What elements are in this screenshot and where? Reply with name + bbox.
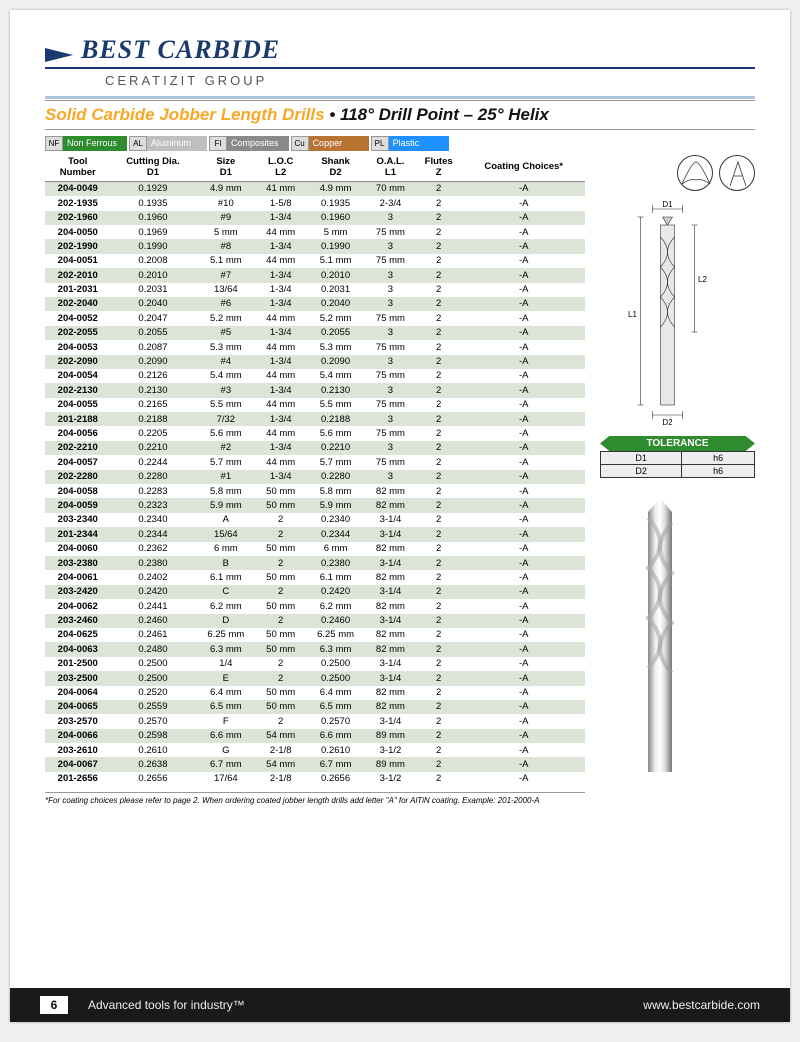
table-row: 204-00610.24026.1 mm50 mm6.1 mm82 mm2-A — [45, 570, 585, 584]
logo-bar: BEST CARBIDE — [45, 35, 755, 69]
table-row: 204-00550.21655.5 mm44 mm5.5 mm75 mm2-A — [45, 398, 585, 412]
table-row: 204-00660.25986.6 mm54 mm6.6 mm89 mm2-A — [45, 729, 585, 743]
table-row: 204-00580.22835.8 mm50 mm5.8 mm82 mm2-A — [45, 484, 585, 498]
table-row: 202-20100.2010#71-3/40.201032-A — [45, 268, 585, 282]
table-row: 201-26560.265617/642-1/80.26563-1/22-A — [45, 772, 585, 786]
table-row: 201-21880.21887/321-3/40.218832-A — [45, 412, 585, 426]
table-row: 203-23400.2340A20.23403-1/42-A — [45, 513, 585, 527]
table-row: 202-19600.1960#91-3/40.196032-A — [45, 211, 585, 225]
svg-text:D2: D2 — [662, 418, 673, 427]
table-row: 202-21300.2130#31-3/40.213032-A — [45, 383, 585, 397]
footnote: *For coating choices please refer to pag… — [45, 792, 585, 805]
drill-tip-icons — [600, 155, 755, 191]
table-row: 203-24600.2460D20.24603-1/42-A — [45, 614, 585, 628]
table-row: 203-25000.2500E20.25003-1/42-A — [45, 671, 585, 685]
table-row: 202-20400.2040#61-3/40.204032-A — [45, 297, 585, 311]
table-row: 202-20900.2090#41-3/40.209032-A — [45, 355, 585, 369]
table-row: 204-00590.23235.9 mm50 mm5.9 mm82 mm2-A — [45, 498, 585, 512]
table-row: 203-24200.2420C20.24203-1/42-A — [45, 585, 585, 599]
page-number: 6 — [40, 996, 68, 1014]
material-legend: NFNon FerrousALAluminumFICompositesCuCop… — [45, 136, 755, 151]
table-row: 202-22100.2210#21-3/40.221032-A — [45, 441, 585, 455]
table-row: 204-00540.21265.4 mm44 mm5.4 mm75 mm2-A — [45, 369, 585, 383]
table-row: 204-00630.24806.3 mm50 mm6.3 mm82 mm2-A — [45, 642, 585, 656]
column-header: ToolNumber — [45, 155, 110, 181]
tolerance-header: TOLERANCE — [600, 436, 755, 451]
brand-name: BEST CARBIDE — [81, 35, 280, 65]
product-title: Solid Carbide Jobber Length Drills • 118… — [45, 100, 755, 130]
table-row: 204-00510.20085.1 mm44 mm5.1 mm75 mm2-A — [45, 254, 585, 268]
column-header: ShankD2 — [305, 155, 366, 181]
drill-photo — [600, 498, 720, 778]
table-row: 204-00620.24416.2 mm50 mm6.2 mm82 mm2-A — [45, 599, 585, 613]
table-row: 202-19350.1935#101-5/80.19352-3/42-A — [45, 196, 585, 210]
column-header: SizeD1 — [195, 155, 256, 181]
column-header: Coating Choices* — [462, 155, 585, 181]
material-badge: NFNon Ferrous — [45, 136, 127, 151]
column-header: Cutting Dia.D1 — [110, 155, 195, 181]
column-header: O.A.L.L1 — [366, 155, 415, 181]
dimension-diagram: D1 L1 L2 D2 — [600, 197, 755, 427]
svg-text:D1: D1 — [662, 200, 673, 209]
table-row: 202-19900.1990#81-3/40.199032-A — [45, 239, 585, 253]
column-header: L.O.CL2 — [256, 155, 305, 181]
material-badge: PLPlastic — [371, 136, 449, 151]
table-row: 204-00500.19695 mm44 mm5 mm75 mm2-A — [45, 225, 585, 239]
table-row: 201-25000.25001/420.25003-1/42-A — [45, 657, 585, 671]
logo-icon — [45, 48, 73, 62]
table-row: 204-00640.25206.4 mm50 mm6.4 mm82 mm2-A — [45, 686, 585, 700]
table-row: 202-22800.2280#11-3/40.228032-A — [45, 470, 585, 484]
table-row: 201-23440.234415/6420.23443-1/42-A — [45, 527, 585, 541]
footer-url: www.bestcarbide.com — [643, 998, 760, 1012]
material-badge: CuCopper — [291, 136, 369, 151]
table-row: 204-00520.20475.2 mm44 mm5.2 mm75 mm2-A — [45, 311, 585, 325]
table-row: 204-00560.22055.6 mm44 mm5.6 mm75 mm2-A — [45, 426, 585, 440]
material-badge: FIComposites — [209, 136, 289, 151]
table-row: 203-25700.2570F20.25703-1/42-A — [45, 714, 585, 728]
table-row: 202-20550.2055#51-3/40.205532-A — [45, 326, 585, 340]
table-row: 204-00600.23626 mm50 mm6 mm82 mm2-A — [45, 542, 585, 556]
svg-text:L2: L2 — [698, 275, 707, 284]
footer-tagline: Advanced tools for industry™ — [88, 998, 245, 1012]
table-row: 204-06250.24616.25 mm50 mm6.25 mm82 mm2-… — [45, 628, 585, 642]
material-badge: ALAluminum — [129, 136, 207, 151]
brand-group: CERATIZIT GROUP — [105, 73, 755, 88]
tolerance-table: D1h6D2h6 — [600, 451, 755, 478]
page-footer: 6 Advanced tools for industry™ www.bestc… — [10, 988, 790, 1022]
svg-text:L1: L1 — [628, 310, 637, 319]
table-row: 203-26100.2610G2-1/80.26103-1/22-A — [45, 743, 585, 757]
table-row: 204-00570.22445.7 mm44 mm5.7 mm75 mm2-A — [45, 455, 585, 469]
table-row: 203-23800.2380B20.23803-1/42-A — [45, 556, 585, 570]
table-row: 204-00490.19294.9 mm41 mm4.9 mm70 mm2-A — [45, 181, 585, 196]
table-row: 204-00530.20875.3 mm44 mm5.3 mm75 mm2-A — [45, 340, 585, 354]
table-row: 204-00670.26386.7 mm54 mm6.7 mm89 mm2-A — [45, 757, 585, 771]
column-header: FlutesZ — [415, 155, 462, 181]
table-row: 201-20310.203113/641-3/40.203132-A — [45, 283, 585, 297]
table-row: 204-00650.25596.5 mm50 mm6.5 mm82 mm2-A — [45, 700, 585, 714]
spec-table: ToolNumberCutting Dia.D1SizeD1L.O.CL2Sha… — [45, 155, 585, 786]
